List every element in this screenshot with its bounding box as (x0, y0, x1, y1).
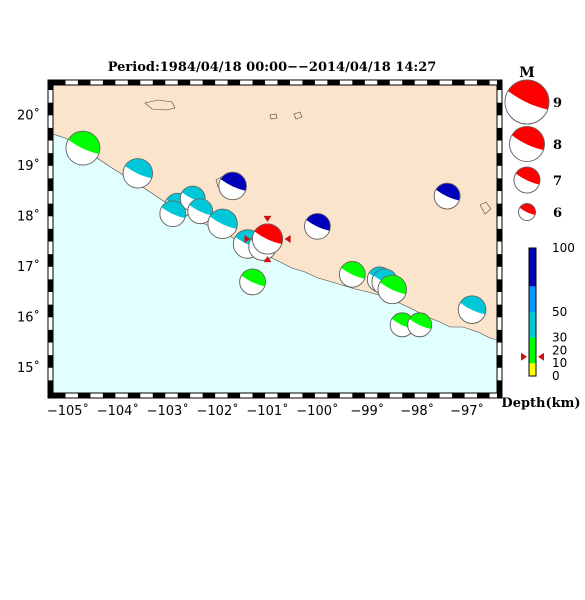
earthquake-event (207, 208, 238, 239)
depth-legend-title: Depth(km) (501, 396, 580, 411)
longitude-axis: −105˚ −104˚ −103˚ −102˚ −101˚ −100˚ −99˚… (47, 403, 484, 419)
magnitude-legend-ball (513, 166, 541, 194)
event-marker (244, 235, 251, 243)
island (269, 113, 278, 120)
mag-legend-label: 8 (553, 138, 562, 153)
lon-label: −98˚ (400, 403, 434, 419)
island (293, 111, 303, 120)
mag-legend-label: 6 (553, 206, 562, 221)
lon-label: −100˚ (296, 403, 338, 419)
depth-band (529, 248, 536, 287)
lat-label: 16˚ (17, 309, 40, 325)
earthquake-event (407, 312, 433, 338)
earthquake-event (187, 198, 214, 225)
depth-legend: 100 50 30 20 10 0 Depth(km) (501, 241, 580, 411)
lon-label: −101˚ (246, 403, 288, 419)
map-title: Period:1984/04/18 00:00−−2014/04/18 14:2… (108, 60, 437, 75)
event-marker (284, 235, 291, 243)
earthquake-event (218, 171, 247, 201)
magnitude-legend-ball (518, 203, 536, 221)
lon-label: −103˚ (147, 403, 189, 419)
depth-band (529, 363, 536, 376)
events-layer (65, 130, 487, 338)
lon-label: −104˚ (97, 403, 139, 419)
lon-label: −105˚ (47, 403, 89, 419)
magnitude-legend-heading: M (519, 65, 535, 81)
event-marker (263, 256, 272, 263)
earthquake-event (239, 268, 266, 296)
earthquake-event (457, 295, 487, 324)
lon-label: −102˚ (197, 403, 239, 419)
depth-band (529, 337, 536, 364)
magnitude-legend: M 9 8 7 6 (504, 65, 562, 221)
earthquake-event (377, 274, 407, 305)
earthquake-event (65, 130, 101, 166)
map-frame: −105˚ −104˚ −103˚ −102˚ −101˚ −100˚ −99˚… (17, 79, 503, 419)
lat-label: 20˚ (17, 107, 40, 123)
depth-color-bar (529, 248, 536, 376)
earthquake-event (159, 200, 187, 228)
highlighted-event (244, 215, 291, 263)
islands (144, 99, 492, 215)
mag-legend-label: 9 (553, 96, 562, 111)
island (479, 201, 492, 215)
depth-tick-label: 20 (552, 343, 567, 357)
lat-label: 18˚ (17, 208, 40, 224)
magnitude-legend-items (504, 79, 550, 221)
earthquake-event (122, 158, 153, 189)
mag-legend-label: 7 (553, 174, 562, 189)
depth-ticks: 100 50 30 20 10 0 (552, 241, 575, 383)
depth-marker (521, 352, 544, 361)
magnitude-legend-ball (509, 126, 545, 162)
depth-tick-label: 50 (552, 305, 567, 319)
earthquake-event (339, 261, 366, 288)
earthquake-event (433, 182, 461, 210)
map-border (47, 79, 503, 399)
depth-band (529, 286, 536, 312)
depth-band (529, 312, 536, 338)
lat-label: 17˚ (17, 259, 40, 275)
lon-label: −97˚ (450, 403, 484, 419)
depth-tick-label: 100 (552, 241, 575, 255)
earthquake-event (304, 213, 331, 240)
depth-tick-label: 0 (552, 369, 560, 383)
event-marker (263, 215, 272, 222)
latitude-axis: 20˚ 19˚ 18˚ 17˚ 16˚ 15˚ (17, 107, 40, 375)
depth-color-bar-outline (528, 247, 537, 377)
magnitude-legend-ball (504, 79, 550, 125)
lon-label: −99˚ (350, 403, 384, 419)
lat-label: 15˚ (17, 360, 40, 376)
island (144, 99, 176, 111)
lat-label: 19˚ (17, 158, 40, 174)
depth-tick-label: 30 (552, 331, 567, 345)
depth-tick-label: 10 (552, 356, 567, 370)
